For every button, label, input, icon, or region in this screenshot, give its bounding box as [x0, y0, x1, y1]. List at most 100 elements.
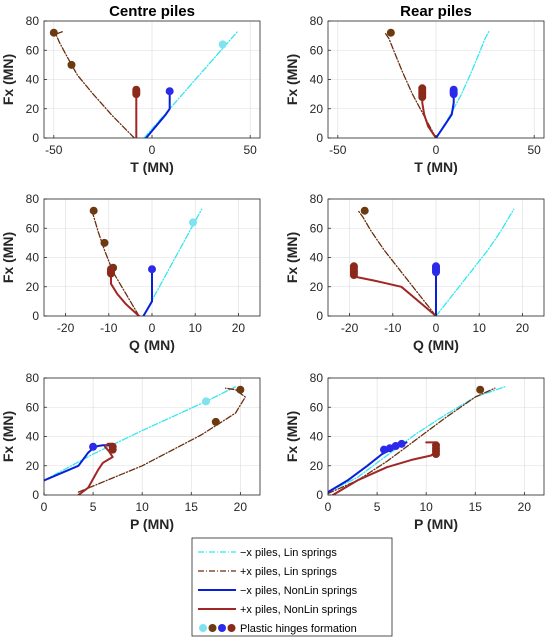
- y-tick-label: 0: [316, 309, 323, 323]
- legend-hinge-marker: [199, 624, 207, 632]
- x-tick-label: 5: [90, 500, 97, 514]
- y-tick-label: 40: [26, 73, 40, 87]
- y-tick-label: 80: [26, 14, 40, 28]
- hinge-markers: [386, 28, 458, 102]
- hinge-marker-lin-plus: [386, 28, 395, 37]
- legend-item-nl-minus: −x piles, NonLin springs: [198, 585, 358, 597]
- x-tick-label: 20: [234, 500, 248, 514]
- y-tick-label: 40: [310, 430, 324, 444]
- y-tick-label: 80: [26, 192, 40, 206]
- y-tick-label: 40: [310, 73, 324, 87]
- legend-label: +x piles, Lin springs: [240, 566, 337, 578]
- series-line-nl-plus: [110, 268, 140, 316]
- y-tick-label: 20: [310, 280, 324, 294]
- legend-label: −x piles, Lin springs: [240, 547, 337, 559]
- hinge-markers: [49, 28, 227, 99]
- y-tick-label: 60: [26, 221, 40, 235]
- legend-item-hinges: Plastic hinges formation: [199, 623, 357, 635]
- series-line-nl-plus: [77, 442, 114, 495]
- y-axis-label: Fx (MN): [284, 411, 300, 462]
- x-tick-label: 10: [420, 500, 434, 514]
- x-tick-label: 15: [185, 500, 199, 514]
- hinge-marker-nl-plus: [418, 84, 427, 93]
- hinge-marker-lin-plus: [211, 417, 220, 426]
- y-tick-label: 60: [310, 43, 324, 57]
- y-axis-label: Fx (MN): [284, 232, 300, 283]
- x-tick-label: 50: [528, 143, 542, 157]
- x-tick-label: -20: [341, 321, 359, 335]
- x-axis-label: P (MN): [130, 516, 174, 532]
- hinge-markers: [89, 385, 245, 454]
- hinge-marker-lin-minus: [189, 218, 198, 227]
- y-axis-label: Fx (MN): [0, 411, 16, 462]
- series-line-lin-minus: [44, 386, 237, 482]
- x-tick-label: 0: [433, 143, 440, 157]
- y-tick-label: 40: [26, 430, 40, 444]
- hinge-marker-lin-plus: [100, 238, 109, 247]
- hinge-marker-nl-plus: [106, 265, 115, 274]
- y-tick-label: 0: [316, 131, 323, 145]
- x-tick-label: 0: [41, 500, 48, 514]
- hinge-markers: [89, 206, 198, 278]
- y-tick-label: 80: [26, 371, 40, 385]
- hinge-marker-nl-minus: [165, 87, 174, 96]
- x-axis-label: Q (MN): [129, 337, 175, 353]
- x-tick-label: 5: [374, 500, 381, 514]
- legend-item-lin-plus: +x piles, Lin springs: [198, 566, 337, 578]
- y-tick-label: 80: [310, 14, 324, 28]
- x-tick-label: 20: [232, 321, 246, 335]
- x-axis-label: Q (MN): [413, 337, 459, 353]
- hinge-marker-lin-plus: [89, 206, 98, 215]
- series-line-lin-minus: [435, 208, 515, 316]
- legend-label: +x piles, NonLin springs: [240, 604, 358, 616]
- panel-centre-Q: -20 -10 0 10 20 0 20 40 60 80 Q (MN) Fx (MN): [0, 192, 261, 353]
- hinge-marker-lin-plus: [476, 385, 485, 394]
- x-axis-label: T (MN): [414, 159, 458, 175]
- panel-rear-P: 0 5 10 15 20 0 20 40 60 80 P (MN) Fx (MN): [284, 371, 545, 532]
- x-tick-label: 10: [136, 500, 150, 514]
- legend-item-nl-plus: +x piles, NonLin springs: [198, 604, 358, 616]
- hinge-marker-nl-minus: [148, 265, 156, 274]
- legend-label: Plastic hinges formation: [240, 623, 357, 635]
- x-tick-label: -50: [329, 143, 347, 157]
- series-line-nl-minus: [142, 268, 153, 316]
- panel-title: Centre piles: [109, 3, 195, 20]
- x-tick-label: -50: [45, 143, 63, 157]
- y-tick-label: 20: [26, 459, 40, 473]
- hinge-marker-nl-plus: [132, 85, 141, 94]
- y-tick-label: 80: [310, 371, 324, 385]
- hinge-markers: [349, 206, 440, 280]
- series-line-lin-plus: [328, 387, 496, 495]
- series-line-nl-plus: [352, 275, 437, 316]
- y-tick-label: 60: [26, 43, 40, 57]
- hinge-marker-lin-plus: [236, 385, 245, 394]
- x-tick-label: 0: [433, 321, 440, 335]
- y-tick-label: 40: [310, 251, 324, 265]
- y-axis-label: Fx (MN): [284, 54, 300, 105]
- hinge-marker-lin-plus: [67, 60, 76, 69]
- series-line-lin-minus: [142, 208, 203, 316]
- y-axis-label: Fx (MN): [0, 54, 16, 105]
- panel-title: Rear piles: [400, 3, 472, 20]
- x-tick-label: 0: [149, 321, 156, 335]
- panel-rear-T: -50 0 50 0 20 40 60 80 T (MN) Fx (MN) Rear piles: [284, 3, 545, 175]
- series-group: [90, 208, 203, 316]
- y-tick-label: 80: [310, 192, 324, 206]
- x-tick-label: 0: [149, 143, 156, 157]
- hinge-marker-nl-minus: [397, 439, 406, 448]
- x-axis-label: T (MN): [130, 159, 174, 175]
- legend-item-lin-minus: −x piles, Lin springs: [198, 547, 337, 559]
- x-tick-label: 0: [325, 500, 332, 514]
- y-axis-label: Fx (MN): [0, 232, 16, 283]
- series-line-nl-minus: [145, 90, 171, 138]
- legend-hinge-marker: [208, 624, 217, 632]
- series-line-lin-plus: [90, 208, 140, 316]
- hinge-markers: [379, 385, 485, 459]
- hinge-marker-nl-plus: [108, 442, 117, 451]
- y-tick-label: 20: [310, 102, 324, 116]
- hinge-marker-lin-plus: [360, 206, 369, 215]
- x-tick-label: 20: [518, 500, 532, 514]
- y-tick-label: 0: [32, 309, 39, 323]
- legend-hinge-marker: [227, 624, 236, 632]
- hinge-marker-nl-plus: [349, 262, 358, 271]
